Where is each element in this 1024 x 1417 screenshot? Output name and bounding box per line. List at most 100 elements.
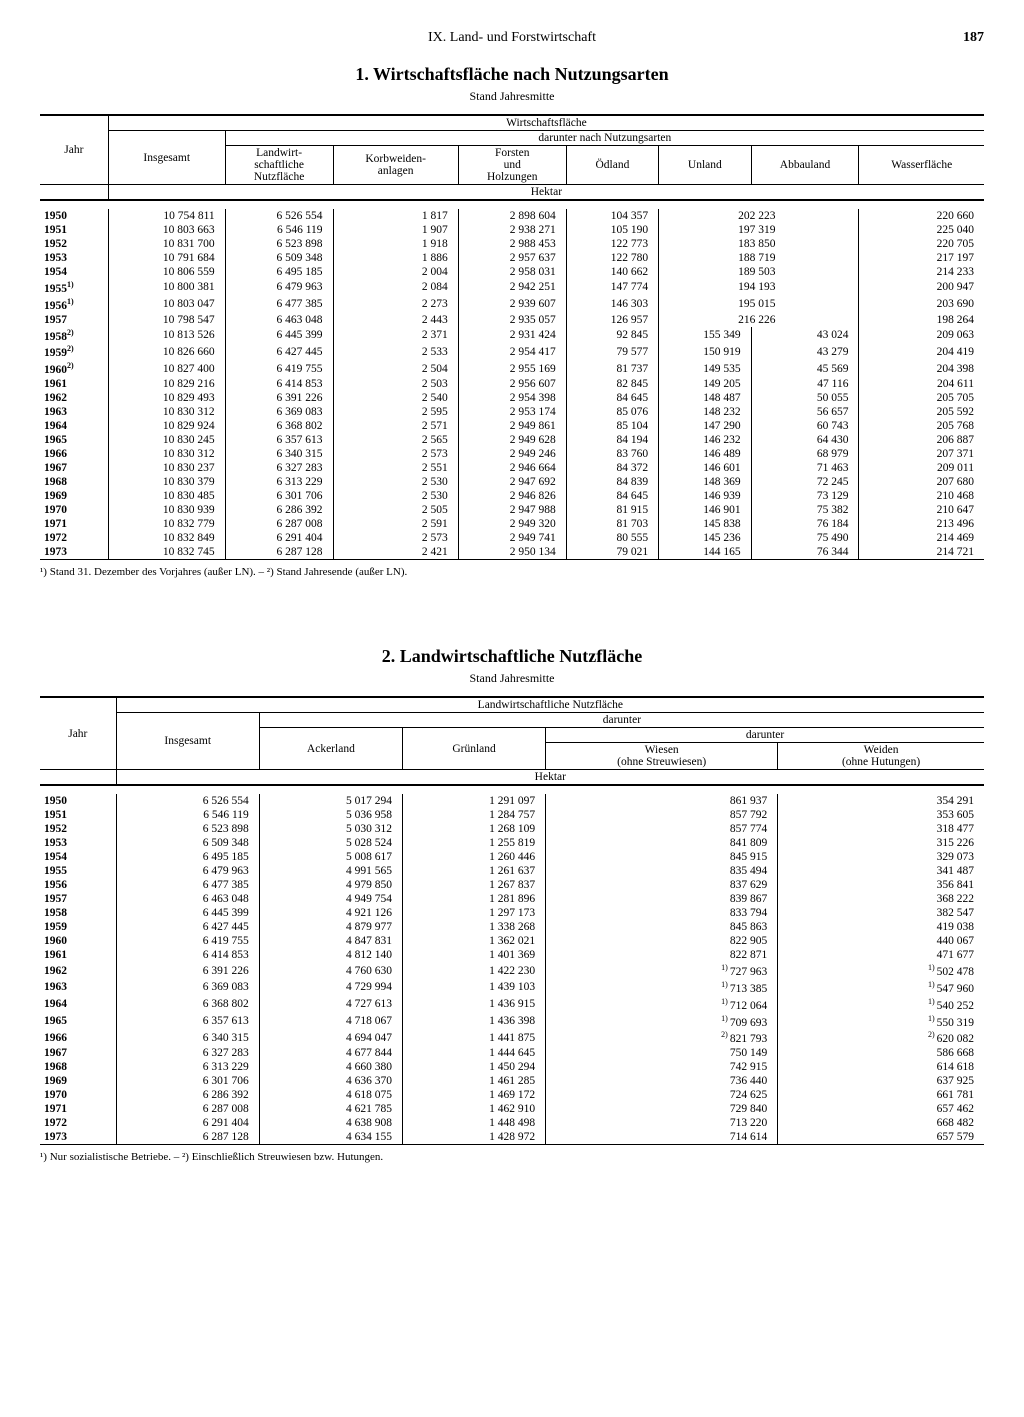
cell-insgesamt: 10 830 312 [108,405,225,419]
cell-year: 19551) [40,279,108,296]
cell-oedland: 84 645 [566,391,658,405]
table-row: 195110 803 6636 546 1191 9072 938 271105… [40,223,984,237]
cell-year: 1971 [40,517,108,531]
cell-insgesamt: 6 477 385 [116,878,259,892]
cell-ln: 6 414 853 [225,377,333,391]
th-abbau: Abbauland [751,146,859,185]
cell-year: 1967 [40,1046,116,1060]
cell-wasser: 206 887 [859,433,984,447]
cell-wasser: 214 233 [859,265,984,279]
cell-forsten: 2 931 424 [458,327,566,344]
cell-insgesamt: 6 427 445 [116,920,259,934]
cell-wasser: 210 468 [859,489,984,503]
cell-insgesamt: 10 830 379 [108,475,225,489]
cell-year: 1971 [40,1102,116,1116]
cell-acker: 4 727 613 [259,996,402,1013]
table-row: 19726 291 4044 638 9081 448 498713 22066… [40,1116,984,1130]
table1-subtitle: Stand Jahresmitte [40,89,984,104]
table-row: 19546 495 1855 008 6171 260 446845 91532… [40,850,984,864]
cell-weiden: 356 841 [778,878,984,892]
cell-acker: 5 017 294 [259,794,402,808]
cell-oedland: 84 372 [566,461,658,475]
cell-insgesamt: 10 830 485 [108,489,225,503]
cell-forsten: 2 949 861 [458,419,566,433]
cell-unland: 155 349 [659,327,751,344]
cell-gruen: 1 260 446 [402,850,545,864]
cell-oedland: 81 703 [566,517,658,531]
cell-wasser: 205 592 [859,405,984,419]
cell-insgesamt: 6 301 706 [116,1074,259,1088]
cell-ln: 6 463 048 [225,313,333,327]
cell-ln: 6 287 128 [225,545,333,560]
cell-wasser: 210 647 [859,503,984,517]
cell-year: 1951 [40,223,108,237]
cell-year: 1959 [40,920,116,934]
cell-acker: 4 618 075 [259,1088,402,1102]
table-row: 196910 830 4856 301 7062 5302 946 82684 … [40,489,984,503]
cell-year: 19582) [40,327,108,344]
cell-abbau: 76 184 [751,517,859,531]
cell-korb: 2 565 [333,433,458,447]
cell-wasser: 207 371 [859,447,984,461]
table-row: 196810 830 3796 313 2292 5302 947 69284 … [40,475,984,489]
cell-forsten: 2 954 417 [458,343,566,360]
cell-insgesamt: 10 829 216 [108,377,225,391]
cell-insgesamt: 10 813 526 [108,327,225,344]
cell-ln: 6 301 706 [225,489,333,503]
cell-wiesen: 822 871 [546,948,778,962]
cell-gruen: 1 444 645 [402,1046,545,1060]
cell-insgesamt: 10 791 684 [108,251,225,265]
cell-wiesen: 736 440 [546,1074,778,1088]
cell-acker: 5 008 617 [259,850,402,864]
cell-forsten: 2 988 453 [458,237,566,251]
cell-insgesamt: 6 327 283 [116,1046,259,1060]
cell-korb: 2 573 [333,447,458,461]
table-row: 196510 830 2456 357 6132 5652 949 62884 … [40,433,984,447]
cell-insgesamt: 10 830 312 [108,447,225,461]
th2-gruen: Grünland [402,728,545,770]
cell-oedland: 81 915 [566,503,658,517]
cell-oedland: 81 737 [566,360,658,377]
cell-abbau: 60 743 [751,419,859,433]
cell-unland-abbau: 194 193 [659,279,859,296]
cell-weiden: 2) 620 082 [778,1029,984,1046]
cell-oedland: 84 194 [566,433,658,447]
cell-oedland: 84 645 [566,489,658,503]
cell-ln: 6 445 399 [225,327,333,344]
cell-oedland: 126 957 [566,313,658,327]
cell-insgesamt: 10 803 663 [108,223,225,237]
cell-acker: 4 812 140 [259,948,402,962]
cell-wiesen: 857 774 [546,822,778,836]
cell-ln: 6 509 348 [225,251,333,265]
th-korb: Korbweiden- anlagen [333,146,458,185]
cell-insgesamt: 10 827 400 [108,360,225,377]
cell-unland: 146 901 [659,503,751,517]
cell-year: 19592) [40,343,108,360]
cell-oedland: 85 076 [566,405,658,419]
cell-year: 1961 [40,377,108,391]
cell-year: 1960 [40,934,116,948]
cell-oedland: 147 774 [566,279,658,296]
cell-insgesamt: 10 830 245 [108,433,225,447]
cell-year: 1966 [40,1029,116,1046]
table-row: 19526 523 8985 030 3121 268 109857 77431… [40,822,984,836]
cell-weiden: 419 038 [778,920,984,934]
cell-wiesen: 1) 709 693 [546,1013,778,1030]
cell-gruen: 1 255 819 [402,836,545,850]
cell-korb: 2 273 [333,296,458,313]
cell-korb: 1 817 [333,209,458,223]
cell-year: 1970 [40,503,108,517]
cell-korb: 2 530 [333,489,458,503]
cell-gruen: 1 450 294 [402,1060,545,1074]
th-wasser: Wasserfläche [859,146,984,185]
cell-gruen: 1 441 875 [402,1029,545,1046]
cell-insgesamt: 10 803 047 [108,296,225,313]
cell-wasser: 204 611 [859,377,984,391]
cell-oedland: 146 303 [566,296,658,313]
cell-korb: 2 573 [333,531,458,545]
table-row: 19592)10 826 6606 427 4452 5332 954 4177… [40,343,984,360]
cell-oedland: 79 021 [566,545,658,560]
th-wf: Wirtschaftsfläche [108,116,984,131]
cell-weiden: 657 579 [778,1130,984,1145]
cell-wasser: 200 947 [859,279,984,296]
